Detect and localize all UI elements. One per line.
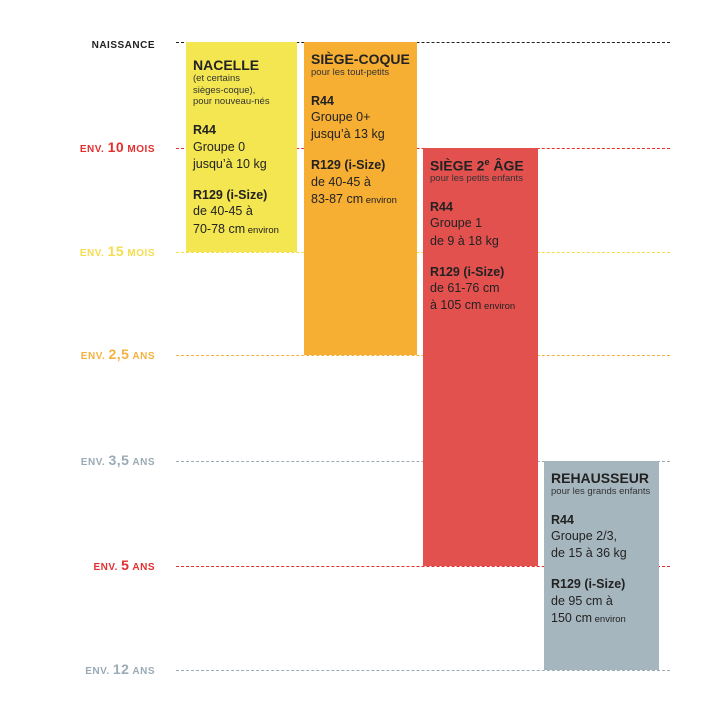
seat-subtitle: pour les grands enfants — [551, 486, 653, 498]
row-label-value: 15 — [107, 243, 125, 259]
seat-spec-line: jusqu’à 10 kg — [193, 156, 267, 171]
seat-block-siege-coque: SIÈGE-COQUE pour les tout-petits R44 Groupe… — [304, 42, 417, 355]
seat-subtitle-line: pour les grands enfants — [551, 485, 651, 497]
seat-section-1: R129 (i-Size) de 40-45 à 83-87 cm environ — [311, 157, 411, 208]
row-label-5: ENV. 5 ANS — [93, 558, 155, 574]
seat-spec-line: à 105 cm environ — [430, 298, 516, 313]
seat-spec-suffix: environ — [592, 613, 626, 625]
seat-spec-line: de 15 à 36 kg — [551, 546, 627, 561]
row-label-value: 10 — [107, 139, 125, 155]
seat-standard: R129 (i-Size) — [551, 577, 626, 592]
seat-subtitle-line: pour les petits enfants — [430, 173, 523, 185]
seat-block-rehausseur: REHAUSSEUR pour les grands enfants R44 Grou… — [544, 461, 659, 670]
seat-subtitle: pour les tout-petits — [311, 67, 411, 79]
row-label-value: 12 — [112, 661, 130, 677]
seat-section-0: R44 Groupe 0+ jusqu’à 13 kg — [311, 93, 411, 144]
seat-spec-line: Groupe 2/3, — [551, 528, 618, 543]
row-label-prefix: ENV. — [93, 562, 122, 573]
seat-subtitle: (et certains sièges-coque), pour nouveau-n… — [193, 73, 291, 109]
row-label-6: ENV. 12 ANS — [85, 662, 155, 678]
row-label-4: ENV. 3,5 ANS — [81, 453, 155, 469]
seat-spec-suffix: environ — [481, 301, 516, 313]
seat-section-1: R129 (i-Size) de 95 cm à 150 cm environ — [551, 576, 653, 627]
seat-standard: R44 — [551, 512, 574, 527]
seat-subtitle-line: pour nouveau-nés — [193, 96, 270, 108]
row-label-prefix: ENV. — [85, 666, 113, 677]
seat-standard: R129 (i-Size) — [430, 264, 505, 279]
row-label-value: 3,5 — [108, 452, 130, 468]
seat-spec-line: de 40-45 à — [193, 204, 253, 219]
seat-section-1: R129 (i-Size) de 40-45 à 70-78 cm environ — [193, 187, 291, 238]
seat-standard: R44 — [193, 123, 216, 138]
seat-standard: R44 — [311, 93, 334, 108]
guide-line-6 — [176, 670, 670, 671]
row-label-prefix: ENV. — [80, 457, 109, 468]
seat-standard: R129 (i-Size) — [193, 188, 268, 203]
seat-subtitle-line: sièges-coque), — [193, 84, 256, 96]
guide-line-0 — [176, 42, 670, 43]
guide-line-5 — [176, 566, 670, 567]
seat-section-0: R44 Groupe 2/3, de 15 à 36 kg — [551, 512, 653, 563]
row-label-unit: ANS — [129, 562, 155, 573]
seat-standard: R129 (i-Size) — [311, 158, 386, 173]
seat-title-sup: e — [484, 157, 490, 167]
seat-spec-line: 83-87 cm environ — [311, 191, 397, 206]
seat-spec-line: de 95 cm à — [551, 593, 613, 608]
row-label-2: ENV. 15 MOIS — [80, 244, 155, 260]
row-label-unit: MOIS — [124, 248, 155, 259]
row-label-text: NAISSANCE — [91, 40, 155, 51]
seat-spec-line: Groupe 1 — [430, 216, 483, 231]
seat-spec-line: Groupe 0 — [193, 139, 246, 154]
row-label-0: NAISSANCE — [92, 36, 155, 52]
seat-spec-line: 70-78 cm environ — [193, 221, 279, 236]
seat-title: NACELLE — [193, 57, 260, 73]
row-label-value: 5 — [121, 557, 130, 573]
row-label-unit: ANS — [129, 666, 155, 677]
seat-spec-line: jusqu’à 13 kg — [311, 127, 385, 142]
seat-spec-line: de 61-76 cm — [430, 281, 500, 296]
seat-subtitle: pour les petits enfants — [430, 173, 532, 185]
row-label-3: ENV. 2,5 ANS — [81, 347, 155, 363]
seat-spec-line: 150 cm environ — [551, 610, 626, 625]
row-label-unit: ANS — [129, 457, 155, 468]
seat-section-0: R44 Groupe 1 de 9 à 18 kg — [430, 199, 532, 250]
seat-standard: R44 — [430, 200, 453, 215]
seat-subtitle-line: pour les tout-petits — [311, 66, 390, 78]
seat-block-siege-2e-age: SIÈGE 2e ÂGE pour les petits enfants R44 Gr… — [423, 148, 538, 566]
seat-title: SIÈGE-COQUE — [311, 51, 410, 67]
seat-section-1: R129 (i-Size) de 61-76 cm à 105 cm environ — [430, 264, 532, 315]
seat-spec-line: Groupe 0+ — [311, 109, 371, 124]
row-label-value: 2,5 — [108, 346, 130, 362]
row-label-prefix: ENV. — [80, 351, 109, 362]
seat-spec-line: de 9 à 18 kg — [430, 233, 499, 248]
seat-spec-suffix: environ — [245, 224, 279, 236]
row-label-prefix: ENV. — [79, 144, 108, 155]
seat-spec-suffix: environ — [363, 194, 397, 206]
row-label-unit: ANS — [129, 351, 155, 362]
seat-title: SIÈGE 2e ÂGE — [430, 157, 524, 174]
seat-section-0: R44 Groupe 0 jusqu’à 10 kg — [193, 122, 291, 173]
row-label-1: ENV. 10 MOIS — [80, 140, 155, 156]
seat-block-nacelle: NACELLE (et certains sièges-coque), pour no… — [186, 42, 297, 252]
seat-title: REHAUSSEUR — [551, 470, 650, 486]
row-label-prefix: ENV. — [79, 248, 108, 259]
seat-spec-line: de 40-45 à — [311, 174, 371, 189]
seat-subtitle-line: (et certains — [193, 72, 240, 84]
row-label-unit: MOIS — [124, 144, 155, 155]
